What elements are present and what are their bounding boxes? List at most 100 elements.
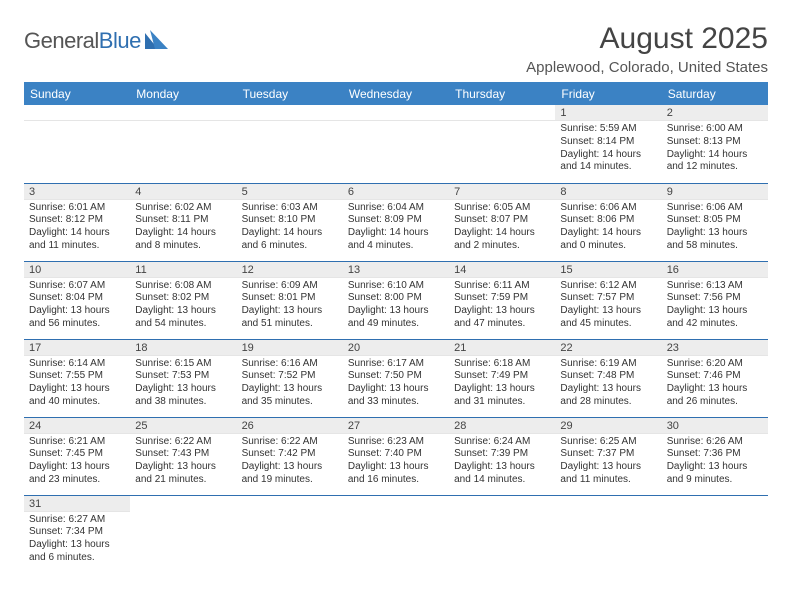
- sunrise-line: Sunrise: 6:19 AM: [560, 358, 656, 371]
- daylight-line: Daylight: 14 hours and 12 minutes.: [667, 149, 763, 175]
- daylight-line: Daylight: 14 hours and 6 minutes.: [242, 227, 338, 253]
- sunrise-line: Sunrise: 6:10 AM: [348, 280, 444, 293]
- day-body: Sunrise: 6:12 AMSunset: 7:57 PMDaylight:…: [555, 278, 661, 334]
- daylight-line: Daylight: 13 hours and 40 minutes.: [29, 383, 125, 409]
- calendar-day-header: Saturday: [662, 83, 768, 106]
- day-number: 26: [237, 418, 343, 434]
- calendar-day-cell: 11Sunrise: 6:08 AMSunset: 8:02 PMDayligh…: [130, 261, 236, 339]
- sunrise-line: Sunrise: 6:03 AM: [242, 202, 338, 215]
- sunrise-line: Sunrise: 6:25 AM: [560, 436, 656, 449]
- day-number: 10: [24, 262, 130, 278]
- calendar-week-row: 1Sunrise: 5:59 AMSunset: 8:14 PMDaylight…: [24, 105, 768, 183]
- day-body: Sunrise: 6:08 AMSunset: 8:02 PMDaylight:…: [130, 278, 236, 334]
- day-number: 5: [237, 184, 343, 200]
- daylight-line: Daylight: 13 hours and 9 minutes.: [667, 461, 763, 487]
- day-body-empty: [237, 121, 343, 126]
- day-number: 4: [130, 184, 236, 200]
- day-body: Sunrise: 6:22 AMSunset: 7:43 PMDaylight:…: [130, 434, 236, 490]
- sunrise-line: Sunrise: 6:17 AM: [348, 358, 444, 371]
- sunset-line: Sunset: 8:05 PM: [667, 214, 763, 227]
- sunrise-line: Sunrise: 6:06 AM: [667, 202, 763, 215]
- daylight-line: Daylight: 13 hours and 58 minutes.: [667, 227, 763, 253]
- daylight-line: Daylight: 14 hours and 8 minutes.: [135, 227, 231, 253]
- calendar-week-row: 24Sunrise: 6:21 AMSunset: 7:45 PMDayligh…: [24, 417, 768, 495]
- calendar-day-header: Thursday: [449, 83, 555, 106]
- sunset-line: Sunset: 7:52 PM: [242, 370, 338, 383]
- sunset-line: Sunset: 8:14 PM: [560, 136, 656, 149]
- day-number: 31: [24, 496, 130, 512]
- calendar-day-cell: 31Sunrise: 6:27 AMSunset: 7:34 PMDayligh…: [24, 495, 130, 573]
- day-number-empty: [449, 105, 555, 121]
- sunset-line: Sunset: 7:53 PM: [135, 370, 231, 383]
- daylight-line: Daylight: 14 hours and 14 minutes.: [560, 149, 656, 175]
- sunset-line: Sunset: 8:04 PM: [29, 292, 125, 305]
- sunset-line: Sunset: 7:37 PM: [560, 448, 656, 461]
- calendar-day-cell: 1Sunrise: 5:59 AMSunset: 8:14 PMDaylight…: [555, 105, 661, 183]
- day-number: 15: [555, 262, 661, 278]
- sunset-line: Sunset: 8:13 PM: [667, 136, 763, 149]
- calendar-week-row: 10Sunrise: 6:07 AMSunset: 8:04 PMDayligh…: [24, 261, 768, 339]
- day-number-empty: [237, 105, 343, 121]
- sunrise-line: Sunrise: 6:21 AM: [29, 436, 125, 449]
- day-body: Sunrise: 6:09 AMSunset: 8:01 PMDaylight:…: [237, 278, 343, 334]
- day-body: Sunrise: 6:24 AMSunset: 7:39 PMDaylight:…: [449, 434, 555, 490]
- calendar-day-cell: [555, 495, 661, 573]
- calendar-table: SundayMondayTuesdayWednesdayThursdayFrid…: [24, 82, 768, 573]
- sunset-line: Sunset: 7:43 PM: [135, 448, 231, 461]
- calendar-day-cell: 17Sunrise: 6:14 AMSunset: 7:55 PMDayligh…: [24, 339, 130, 417]
- calendar-day-cell: [449, 105, 555, 183]
- daylight-line: Daylight: 14 hours and 4 minutes.: [348, 227, 444, 253]
- daylight-line: Daylight: 13 hours and 47 minutes.: [454, 305, 550, 331]
- calendar-day-header: Wednesday: [343, 83, 449, 106]
- day-number: 22: [555, 340, 661, 356]
- sunrise-line: Sunrise: 6:24 AM: [454, 436, 550, 449]
- day-body: Sunrise: 6:26 AMSunset: 7:36 PMDaylight:…: [662, 434, 768, 490]
- sunset-line: Sunset: 8:07 PM: [454, 214, 550, 227]
- day-body: Sunrise: 6:00 AMSunset: 8:13 PMDaylight:…: [662, 121, 768, 177]
- title-block: August 2025 Applewood, Colorado, United …: [526, 22, 768, 76]
- sunrise-line: Sunrise: 6:02 AM: [135, 202, 231, 215]
- calendar-day-cell: [237, 495, 343, 573]
- day-number: 8: [555, 184, 661, 200]
- day-number: 19: [237, 340, 343, 356]
- calendar-week-row: 3Sunrise: 6:01 AMSunset: 8:12 PMDaylight…: [24, 183, 768, 261]
- daylight-line: Daylight: 14 hours and 11 minutes.: [29, 227, 125, 253]
- sunset-line: Sunset: 7:49 PM: [454, 370, 550, 383]
- day-body: Sunrise: 6:16 AMSunset: 7:52 PMDaylight:…: [237, 356, 343, 412]
- sunset-line: Sunset: 7:39 PM: [454, 448, 550, 461]
- calendar-day-cell: [237, 105, 343, 183]
- daylight-line: Daylight: 13 hours and 21 minutes.: [135, 461, 231, 487]
- sunset-line: Sunset: 7:45 PM: [29, 448, 125, 461]
- day-number: 27: [343, 418, 449, 434]
- calendar-day-header: Monday: [130, 83, 236, 106]
- sunset-line: Sunset: 7:57 PM: [560, 292, 656, 305]
- sunrise-line: Sunrise: 5:59 AM: [560, 123, 656, 136]
- daylight-line: Daylight: 13 hours and 42 minutes.: [667, 305, 763, 331]
- day-number: 13: [343, 262, 449, 278]
- calendar-day-cell: 27Sunrise: 6:23 AMSunset: 7:40 PMDayligh…: [343, 417, 449, 495]
- day-number: 6: [343, 184, 449, 200]
- sunset-line: Sunset: 7:56 PM: [667, 292, 763, 305]
- calendar-day-header: Sunday: [24, 83, 130, 106]
- sunset-line: Sunset: 8:06 PM: [560, 214, 656, 227]
- calendar-day-cell: 28Sunrise: 6:24 AMSunset: 7:39 PMDayligh…: [449, 417, 555, 495]
- day-number: 3: [24, 184, 130, 200]
- sunrise-line: Sunrise: 6:20 AM: [667, 358, 763, 371]
- sunrise-line: Sunrise: 6:15 AM: [135, 358, 231, 371]
- day-body: Sunrise: 6:19 AMSunset: 7:48 PMDaylight:…: [555, 356, 661, 412]
- day-body: Sunrise: 6:04 AMSunset: 8:09 PMDaylight:…: [343, 200, 449, 256]
- sunset-line: Sunset: 7:40 PM: [348, 448, 444, 461]
- calendar-day-cell: 18Sunrise: 6:15 AMSunset: 7:53 PMDayligh…: [130, 339, 236, 417]
- daylight-line: Daylight: 13 hours and 11 minutes.: [560, 461, 656, 487]
- calendar-day-cell: 26Sunrise: 6:22 AMSunset: 7:42 PMDayligh…: [237, 417, 343, 495]
- day-number: 30: [662, 418, 768, 434]
- page-title: August 2025: [526, 22, 768, 56]
- sunrise-line: Sunrise: 6:06 AM: [560, 202, 656, 215]
- calendar-day-cell: [130, 105, 236, 183]
- calendar-day-cell: 29Sunrise: 6:25 AMSunset: 7:37 PMDayligh…: [555, 417, 661, 495]
- day-body: Sunrise: 6:11 AMSunset: 7:59 PMDaylight:…: [449, 278, 555, 334]
- calendar-day-cell: 22Sunrise: 6:19 AMSunset: 7:48 PMDayligh…: [555, 339, 661, 417]
- calendar-day-cell: [449, 495, 555, 573]
- sunset-line: Sunset: 8:01 PM: [242, 292, 338, 305]
- day-body: Sunrise: 6:03 AMSunset: 8:10 PMDaylight:…: [237, 200, 343, 256]
